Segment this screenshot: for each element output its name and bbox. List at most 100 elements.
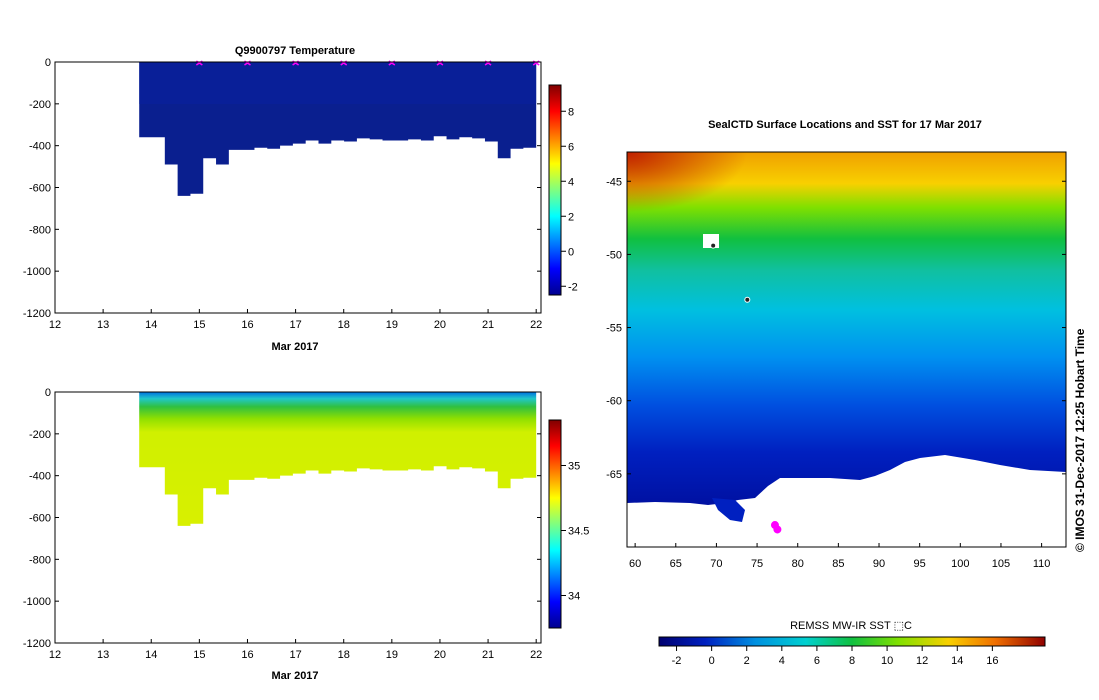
x-tick-label: 20: [434, 319, 446, 331]
lat-tick-label: -55: [606, 323, 622, 335]
sst-colorbar-tick-label: 16: [986, 655, 998, 667]
temperature-x-axis-label: Mar 2017: [271, 341, 318, 353]
y-tick-label: -1000: [23, 266, 51, 278]
lat-tick-label: -50: [606, 249, 622, 261]
lon-tick-label: 80: [792, 558, 804, 570]
colorbar-tick-label: -2: [568, 281, 578, 293]
lon-tick-label: 65: [670, 558, 682, 570]
map-lat-axis: -45 -50 -55 -60 -65: [606, 176, 1066, 481]
lat-tick-label: -65: [606, 469, 622, 481]
x-tick-label: 12: [49, 319, 61, 331]
map-lon-axis: 60 65 70 75 80 85 90 95 100 105 110: [629, 543, 1050, 570]
y-tick-label: -200: [29, 99, 51, 111]
salinity-profile-field: [139, 392, 537, 526]
lon-tick-label: 70: [710, 558, 722, 570]
seal-location-marker: [773, 525, 782, 534]
sst-colorbar: [658, 636, 1046, 647]
x-tick-label: 21: [482, 649, 494, 661]
y-tick-label: -800: [29, 224, 51, 236]
temperature-y-axis: 0 -200 -400 -600 -800 -1000 -1200: [23, 57, 541, 320]
colorbar-tick-label: 35: [568, 461, 580, 473]
x-tick-label: 20: [434, 649, 446, 661]
colorbar-tick-label: 2: [568, 211, 574, 223]
y-tick-label: 0: [45, 387, 51, 399]
sst-map: [627, 152, 1066, 547]
lat-tick-label: -45: [606, 176, 622, 188]
x-tick-label: 15: [193, 319, 205, 331]
x-tick-label: 19: [386, 319, 398, 331]
sst-colorbar-tick-label: 10: [881, 655, 893, 667]
y-tick-label: -1200: [23, 308, 51, 320]
x-tick-label: 16: [241, 649, 253, 661]
sst-colorbar-ticks: -2 0 2 4 6 8 10 12 14 16: [672, 646, 998, 667]
sst-colorbar-tick-label: 2: [744, 655, 750, 667]
x-tick-label: 17: [289, 319, 301, 331]
x-tick-label: 12: [49, 649, 61, 661]
x-tick-label: 14: [145, 319, 157, 331]
x-tick-label: 14: [145, 649, 157, 661]
x-tick-label: 22: [530, 319, 542, 331]
y-tick-label: -1200: [23, 638, 51, 650]
x-tick-label: 13: [97, 649, 109, 661]
sst-colorbar-tick-label: 12: [916, 655, 928, 667]
lon-tick-label: 75: [751, 558, 763, 570]
temperature-plot: [139, 60, 540, 196]
map-title: SealCTD Surface Locations and SST for 17…: [708, 119, 982, 131]
x-tick-label: 17: [289, 649, 301, 661]
seal-location-markers: [710, 242, 782, 534]
lon-tick-label: 110: [1033, 558, 1051, 570]
map-frame: [626, 151, 1067, 548]
x-tick-label: 15: [193, 649, 205, 661]
lon-tick-label: 105: [992, 558, 1010, 570]
x-tick-label: 16: [241, 319, 253, 331]
imos-credit: © IMOS 31-Dec-2017 12:25 Hobart Time: [1073, 328, 1087, 552]
temperature-colorbar-ticks: 8 6 4 2 0 -2: [561, 106, 578, 293]
seal-location-marker: [744, 296, 751, 303]
x-tick-label: 13: [97, 319, 109, 331]
lon-tick-label: 85: [832, 558, 844, 570]
y-tick-label: -1000: [23, 596, 51, 608]
antarctic-land: [627, 455, 1066, 547]
lon-tick-label: 90: [873, 558, 885, 570]
y-tick-label: -800: [29, 554, 51, 566]
x-tick-label: 22: [530, 649, 542, 661]
salinity-colorbar: [548, 419, 562, 629]
sst-colorbar-tick-label: 6: [814, 655, 820, 667]
sst-colorbar-tick-label: 0: [709, 655, 715, 667]
colorbar-tick-label: 8: [568, 106, 574, 118]
colorbar-tick-label: 0: [568, 246, 574, 258]
temperature-x-axis: 12 13 14 15 16 17 18 19 20 21 22: [49, 309, 542, 331]
y-tick-label: -600: [29, 513, 51, 525]
x-tick-label: 18: [338, 649, 350, 661]
lat-tick-label: -60: [606, 396, 622, 408]
lon-tick-label: 60: [629, 558, 641, 570]
colorbar-tick-label: 6: [568, 141, 574, 153]
ice-shelf-bay: [712, 498, 745, 522]
salinity-colorbar-ticks: 35 34.5 34: [561, 461, 589, 603]
x-tick-label: 18: [338, 319, 350, 331]
salinity-x-axis-label: Mar 2017: [271, 670, 318, 682]
y-tick-label: -200: [29, 429, 51, 441]
x-tick-label: 21: [482, 319, 494, 331]
sst-colorbar-tick-label: 4: [779, 655, 785, 667]
temperature-panel-title: Q9900797 Temperature: [235, 45, 355, 57]
sst-colorbar-label: REMSS MW-IR SST ⬚C: [790, 620, 912, 632]
colorbar-tick-label: 34.5: [568, 526, 589, 538]
seal-location-marker: [710, 242, 717, 249]
y-tick-label: 0: [45, 57, 51, 69]
colorbar-tick-label: 34: [568, 591, 580, 603]
y-tick-label: -400: [29, 141, 51, 153]
x-tick-label: 19: [386, 649, 398, 661]
salinity-x-axis: 12 13 14 15 16 17 18 19 20 21 22: [49, 639, 542, 661]
colorbar-tick-label: 4: [568, 176, 574, 188]
lon-tick-label: 95: [914, 558, 926, 570]
warm-surface-layer: [139, 62, 537, 104]
salinity-y-axis: 0 -200 -400 -600 -800 -1000 -1200: [23, 387, 541, 650]
lon-tick-label: 100: [951, 558, 969, 570]
sst-colorbar-tick-label: 14: [951, 655, 963, 667]
y-tick-label: -400: [29, 471, 51, 483]
salinity-plot: [139, 392, 537, 526]
sst-colorbar-tick-label: 8: [849, 655, 855, 667]
y-tick-label: -600: [29, 183, 51, 195]
